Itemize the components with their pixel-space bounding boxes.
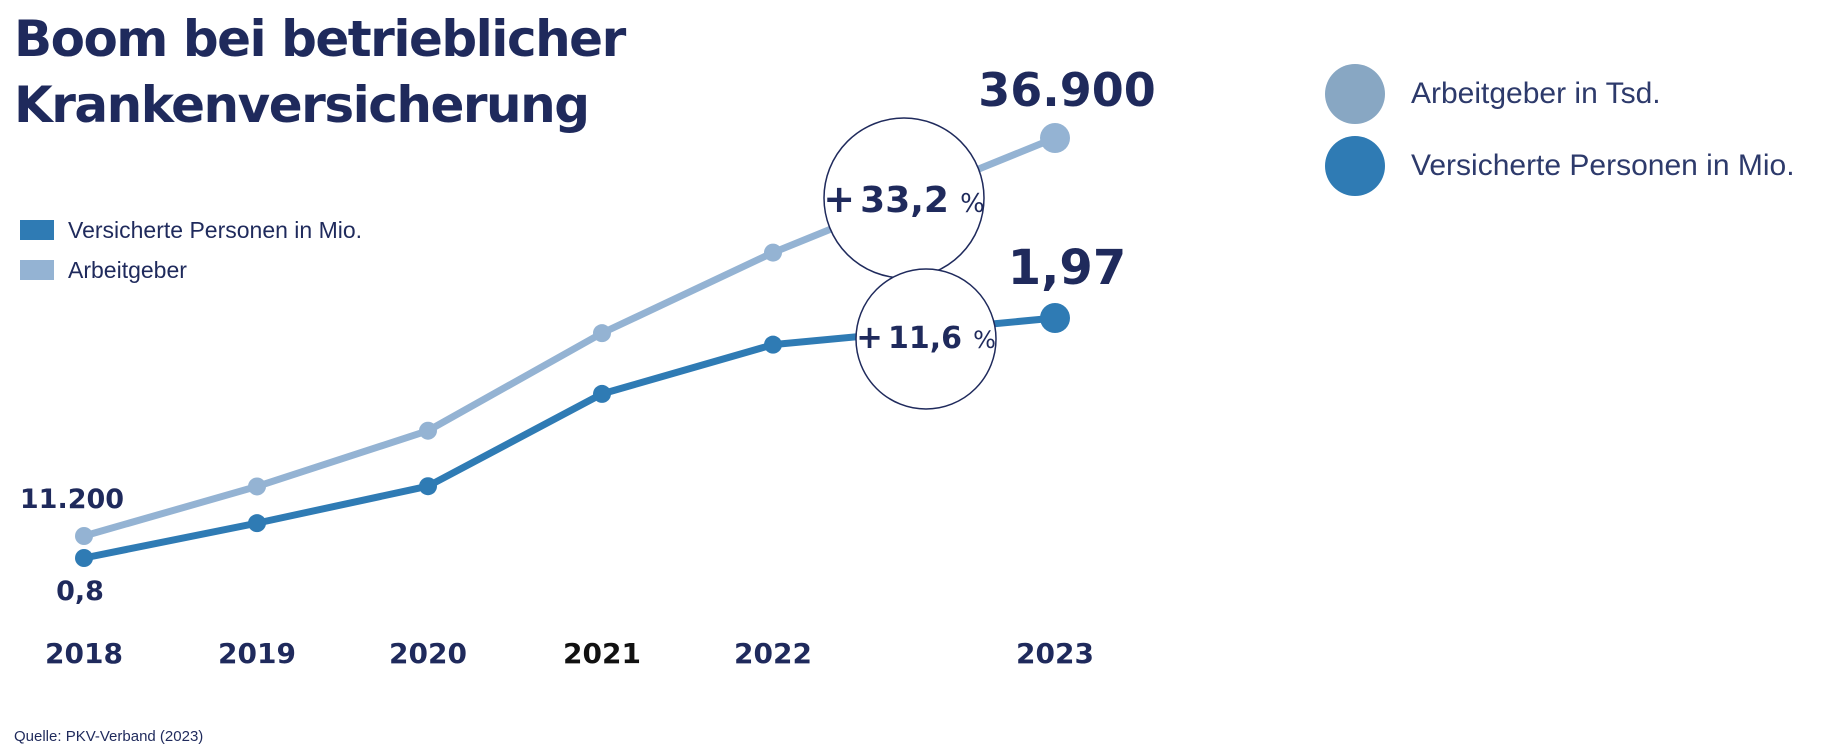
x-tick-2023: 2023 bbox=[1016, 637, 1094, 670]
growth-unit-arbeitgeber: % bbox=[960, 189, 985, 219]
start-label-arbeitgeber: 11.200 bbox=[20, 484, 124, 515]
point-versicherte-2022 bbox=[764, 335, 782, 354]
source-note: Quelle: PKV-Verband (2023) bbox=[14, 728, 204, 745]
legend-right-item-arbeitgeber: Arbeitgeber in Tsd. bbox=[1325, 58, 1795, 130]
legend-label-versicherte: Versicherte Personen in Mio. bbox=[68, 216, 363, 243]
legend-swatch-arbeitgeber bbox=[20, 260, 54, 280]
x-tick-2018: 2018 bbox=[45, 637, 123, 670]
growth-value-versicherte: 11,6 bbox=[888, 321, 962, 356]
growth-label-versicherte: + 11,6 % bbox=[856, 318, 996, 356]
end-label-arbeitgeber: 36.900 bbox=[978, 63, 1156, 117]
legend-item-arbeitgeber: Arbeitgeber bbox=[20, 250, 362, 290]
series-line-arbeitgeber bbox=[83, 134, 1057, 540]
point-versicherte-2023 bbox=[1040, 303, 1070, 333]
legend-label-arbeitgeber: Arbeitgeber bbox=[68, 256, 187, 283]
point-versicherte-2020 bbox=[419, 477, 437, 496]
growth-unit-versicherte: % bbox=[973, 326, 996, 354]
point-versicherte-2018 bbox=[75, 549, 93, 567]
point-versicherte-2019 bbox=[248, 514, 266, 533]
x-axis: 2018 2019 2020 2021 2022 2023 bbox=[45, 637, 1094, 670]
point-arbeitgeber-2020 bbox=[419, 421, 437, 440]
x-tick-2020: 2020 bbox=[389, 637, 467, 670]
legend-item-versicherte: Versicherte Personen in Mio. bbox=[20, 210, 362, 250]
growth-value-arbeitgeber: 33,2 bbox=[860, 180, 949, 221]
x-tick-2021: 2021 bbox=[563, 637, 641, 670]
labels-layer: 11.200 0,8 36.900 1,97 bbox=[20, 63, 1156, 607]
series-line-versicherte bbox=[83, 314, 1056, 562]
growth-sign-versicherte: + bbox=[856, 318, 883, 356]
end-label-versicherte: 1,97 bbox=[1008, 240, 1126, 296]
legend-left: Versicherte Personen in Mio. Arbeitgeber bbox=[20, 210, 362, 290]
growth-circle-versicherte bbox=[855, 268, 997, 410]
point-arbeitgeber-2018 bbox=[75, 527, 93, 545]
growth-circles-layer: + 33,2 % + 11,6 % bbox=[823, 117, 997, 410]
legend-right-item-versicherte: Versicherte Personen in Mio. bbox=[1325, 130, 1795, 202]
start-label-versicherte: 0,8 bbox=[56, 576, 104, 607]
point-versicherte-2021 bbox=[593, 384, 611, 403]
legend-right-label-versicherte: Versicherte Personen in Mio. bbox=[1411, 149, 1795, 182]
legend-right-dot-versicherte bbox=[1325, 136, 1385, 196]
lines-layer bbox=[75, 134, 1057, 567]
point-arbeitgeber-2022 bbox=[764, 243, 782, 262]
page-title: Boom bei betrieblicher Krankenversicheru… bbox=[14, 10, 626, 134]
point-arbeitgeber-2019 bbox=[248, 477, 266, 496]
point-arbeitgeber-2023 bbox=[1040, 123, 1070, 153]
legend-right: Arbeitgeber in Tsd. Versicherte Personen… bbox=[1325, 58, 1795, 202]
x-tick-2019: 2019 bbox=[218, 637, 296, 670]
legend-right-dot-arbeitgeber bbox=[1325, 64, 1385, 124]
endpoints-layer bbox=[1040, 123, 1070, 333]
x-tick-2022: 2022 bbox=[734, 637, 812, 670]
legend-swatch-versicherte bbox=[20, 220, 54, 240]
legend-right-label-arbeitgeber: Arbeitgeber in Tsd. bbox=[1411, 77, 1661, 110]
point-arbeitgeber-2021 bbox=[593, 324, 611, 343]
growth-sign-arbeitgeber: + bbox=[823, 177, 855, 221]
growth-label-arbeitgeber: + 33,2 % bbox=[823, 177, 985, 221]
